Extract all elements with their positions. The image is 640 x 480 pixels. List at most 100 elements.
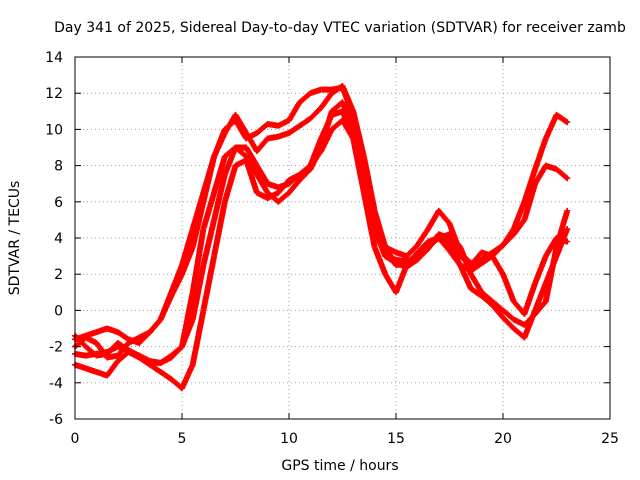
marker-trail	[168, 263, 185, 294]
marker-trail	[233, 118, 249, 141]
y-axis-label: SDTVAR / TECUs	[7, 181, 23, 296]
marker-trail	[350, 113, 367, 177]
marker-trail	[319, 91, 334, 110]
marker-trail	[287, 123, 302, 136]
data-point	[564, 175, 571, 182]
series-track-3	[72, 117, 571, 366]
marker-trail	[254, 172, 270, 195]
marker-trail	[490, 243, 505, 258]
marker-trail	[287, 178, 302, 195]
marker-trail	[211, 200, 228, 258]
marker-trail	[276, 190, 291, 204]
marker-trail	[415, 227, 431, 247]
marker-trail	[254, 163, 270, 186]
marker-trail	[404, 243, 420, 258]
marker-trail	[490, 299, 505, 313]
marker-trail	[158, 353, 174, 366]
marker-trail	[222, 164, 239, 204]
marker-trail	[479, 290, 495, 304]
marker-trail	[521, 167, 538, 204]
x-tick-label: 25	[601, 431, 619, 447]
y-tick-label: 12	[45, 86, 63, 102]
marker-trail	[490, 303, 505, 320]
marker-trail	[543, 245, 560, 303]
y-tick-label: 10	[45, 122, 63, 138]
marker-trail	[533, 299, 548, 316]
marker-trail	[447, 222, 463, 254]
marker-trail	[179, 317, 196, 349]
marker-trail	[190, 200, 206, 249]
marker-trail	[532, 163, 548, 186]
marker-trail	[105, 359, 120, 378]
marker-trail	[501, 315, 516, 331]
marker-trail	[500, 272, 517, 303]
series-track-4	[72, 82, 571, 361]
marker-trail	[415, 246, 430, 262]
marker-trail	[340, 118, 356, 141]
marker-trail	[254, 136, 270, 153]
marker-trail	[211, 173, 228, 222]
marker-trail	[479, 293, 495, 307]
marker-trail	[522, 312, 537, 327]
marker-trail	[297, 91, 313, 105]
marker-trail	[361, 155, 378, 213]
y-tick-label: -6	[49, 412, 63, 428]
marker-trail	[553, 209, 570, 249]
x-tick-label: 0	[71, 431, 80, 447]
marker-trail	[190, 309, 207, 367]
y-tick-label: 8	[54, 159, 63, 175]
marker-trail	[318, 127, 335, 153]
marker-trail	[532, 136, 549, 171]
marker-trail	[468, 272, 484, 294]
y-tick-label: 4	[54, 231, 63, 247]
marker-trail	[200, 254, 217, 312]
marker-trail	[436, 209, 452, 226]
ticks: 0 5 10 15 20 25 -6 -4 -2 0 2 4 6 8 10 12 14	[45, 50, 619, 447]
data-point	[564, 119, 571, 126]
marker-trail	[148, 362, 163, 375]
marker-trail	[286, 100, 302, 123]
marker-trail	[200, 155, 217, 195]
x-axis-label: GPS time / hours	[281, 458, 398, 474]
marker-trail	[308, 105, 323, 121]
marker-trail	[190, 191, 206, 231]
marker-trail	[244, 145, 260, 168]
x-tick-label: 5	[178, 431, 187, 447]
marker-trail	[222, 145, 238, 177]
marker-trail	[179, 227, 196, 267]
y-tick-label: -4	[49, 376, 63, 392]
marker-trail	[532, 281, 549, 312]
marker-trail	[318, 113, 335, 141]
marker-trail	[415, 239, 430, 255]
marker-trail	[500, 227, 516, 247]
marker-trail	[190, 227, 207, 294]
marker-trail	[479, 250, 495, 262]
x-tick-label: 20	[494, 431, 512, 447]
marker-trail	[372, 227, 388, 258]
marker-trail	[179, 245, 196, 276]
marker-trail	[521, 182, 538, 222]
marker-trail	[511, 200, 527, 231]
y-tick-label: 14	[45, 50, 63, 66]
marker-trail	[372, 209, 388, 249]
marker-trail	[211, 127, 228, 159]
marker-trail	[200, 191, 217, 231]
marker-trail	[425, 209, 441, 231]
marker-trail	[115, 341, 131, 358]
series-layer	[72, 82, 571, 392]
marker-trail	[426, 232, 441, 251]
marker-trail	[211, 155, 228, 195]
marker-trail	[190, 263, 207, 321]
marker-trail	[521, 281, 538, 316]
x-tick-label: 15	[387, 431, 405, 447]
marker-trail	[297, 163, 313, 177]
marker-trail	[361, 173, 378, 231]
marker-trail	[200, 218, 217, 267]
marker-trail	[340, 86, 356, 117]
marker-trail	[543, 113, 559, 141]
marker-trail	[94, 341, 110, 360]
marker-trail	[554, 167, 569, 181]
series-track-5	[72, 84, 571, 346]
marker-trail	[383, 253, 398, 266]
